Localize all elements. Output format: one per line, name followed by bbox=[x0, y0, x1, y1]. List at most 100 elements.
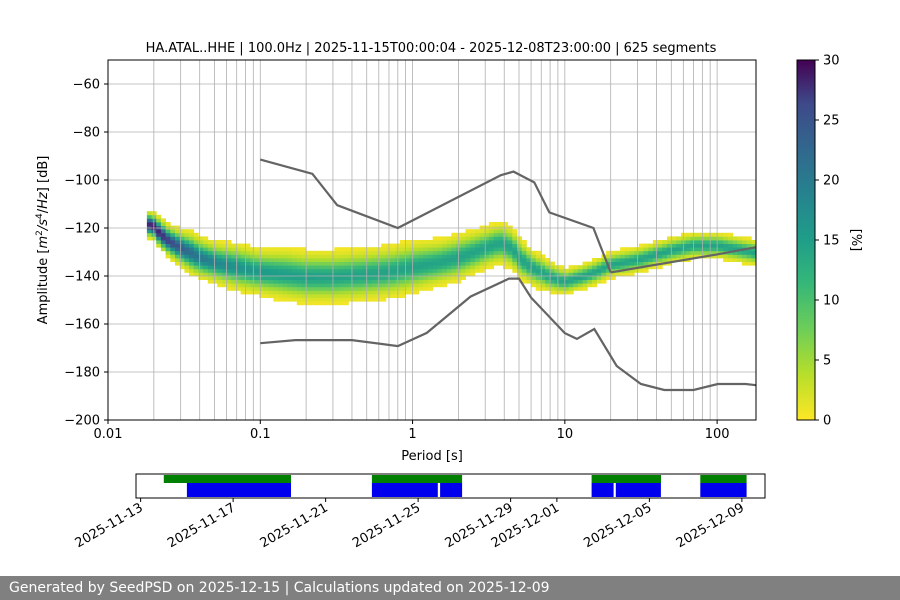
heatmap-cell bbox=[423, 265, 429, 270]
heatmap-cell bbox=[428, 286, 434, 291]
heatmap-cell bbox=[465, 265, 471, 270]
heatmap-cell bbox=[207, 265, 213, 270]
heatmap-cell bbox=[741, 240, 747, 244]
heatmap-cell bbox=[751, 258, 757, 262]
heatmap-cell bbox=[620, 272, 626, 277]
heatmap-cell bbox=[156, 214, 162, 219]
heatmap-cell bbox=[587, 276, 593, 280]
heatmap-cell bbox=[264, 283, 270, 288]
heatmap-cell bbox=[184, 250, 190, 255]
heatmap-cell bbox=[320, 265, 326, 270]
heatmap-cell bbox=[254, 247, 260, 252]
heatmap-cell bbox=[235, 283, 241, 288]
heatmap-cell bbox=[526, 276, 532, 280]
heatmap-cell bbox=[474, 232, 480, 237]
heatmap-cell bbox=[568, 276, 574, 280]
heatmap-cell bbox=[479, 229, 485, 234]
heatmap-cell bbox=[662, 258, 668, 262]
heatmap-cell bbox=[339, 247, 345, 252]
heatmap-cell bbox=[409, 286, 415, 291]
heatmap-cell bbox=[554, 286, 560, 291]
heatmap-cell bbox=[531, 265, 537, 270]
heatmap-cell bbox=[503, 236, 509, 241]
heatmap-cell bbox=[695, 243, 701, 248]
heatmap-cell bbox=[418, 272, 424, 277]
heatmap-cell bbox=[498, 232, 504, 237]
heatmap-cell bbox=[385, 286, 391, 291]
heatmap-cell bbox=[432, 243, 438, 248]
noise-model-lines bbox=[260, 158, 757, 392]
heatmap-cell bbox=[339, 276, 345, 280]
heatmap-cell bbox=[559, 286, 565, 291]
heatmap-cell bbox=[207, 247, 213, 252]
heatmap-cell bbox=[203, 265, 209, 270]
heatmap-cell bbox=[343, 276, 349, 280]
heatmap-cell bbox=[250, 265, 256, 270]
heatmap-cell bbox=[573, 272, 579, 277]
heatmap-cell bbox=[282, 290, 288, 295]
heatmap-cell bbox=[517, 240, 523, 244]
heatmap-cell bbox=[287, 279, 293, 284]
heatmap-cell bbox=[488, 240, 494, 244]
heatmap-cell bbox=[620, 261, 626, 266]
heatmap-cell bbox=[217, 258, 223, 262]
heatmap-cell bbox=[446, 236, 452, 241]
heatmap-cell bbox=[409, 258, 415, 262]
heatmap-cell bbox=[315, 297, 321, 302]
heatmap-cell bbox=[428, 272, 434, 277]
heatmap-cell bbox=[638, 247, 644, 252]
heatmap-cell bbox=[353, 294, 359, 298]
heatmap-cell bbox=[488, 222, 494, 226]
psd-figure: HA.ATAL..HHE | 100.0Hz | 2025-11-15T00:0… bbox=[35, 41, 863, 551]
y-tick-label: −100 bbox=[64, 174, 100, 189]
heatmap-cell bbox=[531, 261, 537, 266]
heatmap-cell bbox=[348, 268, 354, 273]
heatmap-cell bbox=[334, 272, 340, 277]
heatmap-cell bbox=[573, 276, 579, 280]
heatmap-cell bbox=[170, 232, 176, 237]
heatmap-cell bbox=[170, 243, 176, 248]
heatmap-cell bbox=[207, 254, 213, 259]
heatmap-cell bbox=[493, 254, 499, 259]
heatmap-cell bbox=[207, 258, 213, 262]
heatmap-cell bbox=[582, 272, 588, 277]
heatmap-cell bbox=[418, 279, 424, 284]
heatmap-cell bbox=[264, 276, 270, 280]
heatmap-cell bbox=[648, 243, 654, 248]
heatmap-cell bbox=[184, 265, 190, 270]
heatmap-cell bbox=[751, 243, 757, 248]
heatmap-cell bbox=[221, 254, 227, 259]
heatmap-cell bbox=[278, 290, 284, 295]
heatmap-cell bbox=[292, 294, 298, 298]
heatmap-cell bbox=[559, 290, 565, 295]
heatmap-cell bbox=[432, 240, 438, 244]
heatmap-cell bbox=[643, 261, 649, 266]
heatmap-cell bbox=[723, 232, 729, 237]
heatmap-cell bbox=[334, 268, 340, 273]
heatmap-cell bbox=[329, 283, 335, 288]
y-tick-label: −80 bbox=[73, 126, 100, 141]
heatmap-cell bbox=[503, 243, 509, 248]
heatmap-cell bbox=[451, 247, 457, 252]
heatmap-cell bbox=[695, 232, 701, 237]
heatmap-cell bbox=[381, 297, 387, 302]
heatmap-cell bbox=[306, 283, 312, 288]
heatmap-cell bbox=[657, 265, 663, 270]
heatmap-cell bbox=[203, 240, 209, 244]
heatmap-cell bbox=[549, 290, 555, 295]
heatmap-cell bbox=[353, 254, 359, 259]
heatmap-cell bbox=[751, 261, 757, 266]
heatmap-cell bbox=[282, 258, 288, 262]
x-tick-label: 100 bbox=[705, 427, 730, 442]
heatmap-cell bbox=[371, 265, 377, 270]
availability-plot: 2025-11-13 2025-11-17 2025-11-21 2025-11-25… bbox=[73, 473, 766, 551]
heatmap-cell bbox=[676, 254, 682, 259]
heatmap-cell bbox=[741, 243, 747, 248]
heatmap-cell bbox=[428, 283, 434, 288]
heatmap-cell bbox=[268, 272, 274, 277]
heatmap-cell bbox=[367, 279, 373, 284]
heatmap-cell bbox=[587, 283, 593, 288]
heatmap-cell bbox=[235, 272, 241, 277]
heatmap-cell bbox=[428, 261, 434, 266]
heatmap-cell bbox=[268, 254, 274, 259]
